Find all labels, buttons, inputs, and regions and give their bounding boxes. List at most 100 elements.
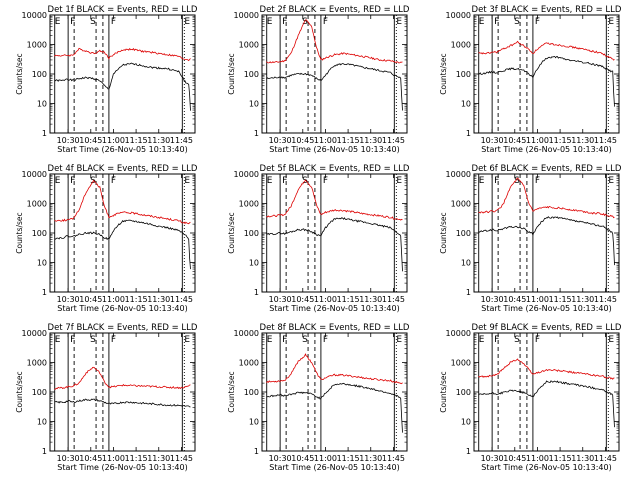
x-tick-label: 11:15 <box>549 454 572 463</box>
x-axis-label: Start Time (26-Nov-05 10:13:40) <box>269 304 399 313</box>
y-tick-label: 10000 <box>446 329 471 338</box>
x-tick-label: 11:30 <box>147 295 170 304</box>
chart-title: Det 7f BLACK = Events, RED = LLD <box>48 323 198 333</box>
y-tick-label: 10000 <box>22 11 47 20</box>
series-line-lld <box>478 40 615 61</box>
y-axis-label: Counts/sec <box>227 371 236 412</box>
y-tick-label: 100 <box>32 388 47 397</box>
x-tick-label: 11:45 <box>594 454 617 463</box>
y-tick-label: 1000 <box>239 41 259 50</box>
x-tick-label: 11:30 <box>359 295 382 304</box>
y-tick-label: 1000 <box>239 359 259 368</box>
y-tick-label: 10000 <box>446 11 471 20</box>
y-tick-label: 1 <box>254 447 259 456</box>
x-tick-label: 11:45 <box>382 454 405 463</box>
marker-label: E <box>267 17 273 27</box>
x-tick-label: 10:30 <box>269 295 292 304</box>
series-line-lld <box>478 358 615 380</box>
plot-frame <box>473 332 620 452</box>
x-tick-label: 11:45 <box>382 136 405 145</box>
y-tick-label: 10000 <box>22 170 47 179</box>
x-axis-label: Start Time (26-Nov-05 10:13:40) <box>57 145 187 154</box>
marker-label: E <box>267 176 273 186</box>
x-tick-label: 10:45 <box>503 295 526 304</box>
x-tick-label: 10:45 <box>291 454 314 463</box>
x-tick-label: 11:15 <box>125 136 148 145</box>
x-tick-label: 10:30 <box>269 136 292 145</box>
x-tick-label: 11:15 <box>125 295 148 304</box>
marker-label: E <box>55 17 61 27</box>
y-axis-label: Counts/sec <box>227 212 236 253</box>
chart-title: Det 2f BLACK = Events, RED = LLD <box>260 5 410 15</box>
y-tick-label: 10 <box>461 100 471 109</box>
marker-label: S <box>302 335 308 345</box>
x-tick-label: 11:00 <box>314 295 337 304</box>
x-axis-label: Start Time (26-Nov-05 10:13:40) <box>57 463 187 472</box>
y-tick-label: 10 <box>461 259 471 268</box>
x-tick-label: 10:30 <box>57 295 80 304</box>
y-tick-label: 1000 <box>27 359 47 368</box>
chart-title: Det 6f BLACK = Events, RED = LLD <box>472 164 622 174</box>
y-tick-label: 10 <box>37 100 47 109</box>
x-tick-label: 11:45 <box>382 295 405 304</box>
y-tick-label: 10 <box>37 259 47 268</box>
y-tick-label: 100 <box>244 388 259 397</box>
marker-label: F <box>535 17 540 27</box>
series-line-lld <box>54 47 191 62</box>
marker-label: E <box>396 17 402 27</box>
marker-label: F <box>535 335 540 345</box>
x-tick-label: 11:45 <box>594 136 617 145</box>
marker-label: F <box>323 176 328 186</box>
chart-title: Det 8f BLACK = Events, RED = LLD <box>260 323 410 333</box>
x-tick-label: 11:30 <box>359 136 382 145</box>
x-tick-label: 11:45 <box>594 295 617 304</box>
marker-label: E <box>608 176 614 186</box>
y-tick-label: 10 <box>461 418 471 427</box>
y-tick-label: 1 <box>42 288 47 297</box>
x-tick-label: 10:45 <box>79 136 102 145</box>
marker-label: F <box>282 176 287 186</box>
marker-label: E <box>184 335 190 345</box>
marker-label: F <box>323 17 328 27</box>
y-axis-label: Counts/sec <box>227 53 236 94</box>
x-tick-label: 11:15 <box>549 136 572 145</box>
y-axis-label: Counts/sec <box>439 53 448 94</box>
marker-label: S <box>302 17 308 27</box>
marker-label: F <box>70 335 75 345</box>
marker-label: S <box>514 176 520 186</box>
y-tick-label: 1 <box>254 129 259 138</box>
x-tick-label: 10:45 <box>79 295 102 304</box>
marker-label: F <box>494 335 499 345</box>
marker-label: F <box>282 335 287 345</box>
x-tick-label: 10:30 <box>57 454 80 463</box>
marker-label: F <box>111 335 116 345</box>
x-tick-label: 11:15 <box>337 136 360 145</box>
marker-label: E <box>608 17 614 27</box>
series-line-lld <box>266 19 403 64</box>
x-tick-label: 10:30 <box>481 454 504 463</box>
y-tick-label: 100 <box>456 70 471 79</box>
marker-label: F <box>535 176 540 186</box>
y-axis-label: Counts/sec <box>15 53 24 94</box>
y-tick-label: 1 <box>42 129 47 138</box>
y-axis-label: Counts/sec <box>15 212 24 253</box>
y-tick-label: 10 <box>37 418 47 427</box>
marker-label: S <box>514 17 520 27</box>
y-tick-label: 100 <box>456 229 471 238</box>
marker-label: F <box>494 176 499 186</box>
marker-label: F <box>494 17 499 27</box>
x-tick-label: 11:30 <box>571 295 594 304</box>
x-tick-label: 11:00 <box>526 136 549 145</box>
y-tick-label: 1000 <box>27 41 47 50</box>
x-tick-label: 10:30 <box>57 136 80 145</box>
y-tick-label: 100 <box>32 229 47 238</box>
plot-frame <box>261 14 408 134</box>
